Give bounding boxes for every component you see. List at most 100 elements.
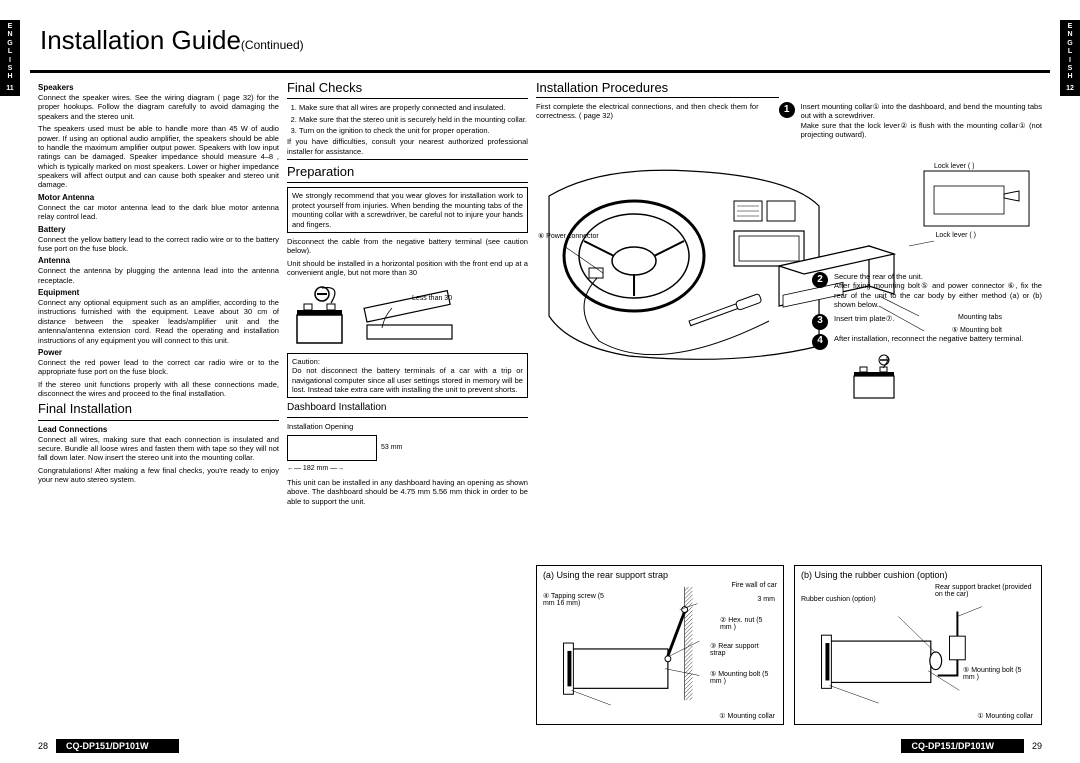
fc-item-3: Turn on the ignition to check the unit f… — [299, 126, 528, 135]
rear-strap-label: ③ Rear support strap — [710, 642, 775, 657]
prep-rule — [287, 182, 528, 183]
install-proc-heading: Installation Procedures — [536, 80, 1042, 95]
b-collar-label: ① Mounting collar — [977, 712, 1033, 720]
column-2: Final Checks Make sure that all wires ar… — [287, 80, 528, 743]
final-checks-heading: Final Checks — [287, 80, 528, 96]
fc-item-2: Make sure that the stereo unit is secure… — [299, 115, 528, 124]
step-1b-text: Make sure that the lock lever② is ﬂush w… — [801, 121, 1042, 139]
antenna-p: Connect the antenna by plugging the ante… — [38, 266, 279, 285]
fc-note: If you have difficulties, consult your n… — [287, 137, 528, 156]
title-text: Installation Guide — [40, 25, 241, 55]
a-bolt-label: ⑤ Mounting bolt (5 mm ) — [710, 670, 775, 685]
opening-width: ←— 182 mm —→ — [287, 465, 528, 474]
congrats-p: Congratulations! After making a few fina… — [38, 466, 279, 485]
dash-text: This unit can be installed in any dashbo… — [287, 478, 528, 506]
step-3-num: 3 — [812, 314, 828, 330]
step-1: 1 Insert mounting collar① into the dashb… — [779, 102, 1042, 140]
option-a-box: (a) Using the rear support strap — [536, 565, 784, 725]
caution-box: Caution: Do not disconnect the battery t… — [287, 353, 528, 399]
dash-rule — [287, 417, 528, 418]
opening-width-val: 182 mm — [303, 465, 328, 472]
option-b-heading: (b) Using the rubber cushion (option) — [801, 570, 1035, 580]
opening-label: Installation Opening — [287, 422, 528, 431]
right-pane: Installation Procedures First complete t… — [536, 80, 1042, 743]
side-tab-right: ENGLISH 12 — [1060, 20, 1080, 96]
battery-reconnect-icon — [842, 354, 912, 404]
svg-text:Lock lever ( ): Lock lever ( ) — [934, 163, 974, 170]
page-title: Installation Guide(Continued) — [40, 25, 1050, 56]
horiz-p: Unit should be installed in a horizontal… — [287, 259, 528, 278]
proc-intro-row: First complete the electrical connection… — [536, 102, 1042, 144]
option-row: (a) Using the rear support strap — [536, 565, 1042, 725]
ip-rule — [536, 97, 779, 98]
fc-rule — [287, 98, 528, 99]
prep-heading: Preparation — [287, 164, 528, 180]
column-1: Speakers Connect the speaker wires. See … — [38, 80, 279, 743]
side-num-right: 12 — [1060, 85, 1080, 93]
step-3-text: Insert trim plate⑦. — [834, 314, 895, 323]
dash-install-heading: Dashboard Installation — [287, 402, 528, 415]
option-b-box: (b) Using the rubber cushion (option) Re… — [794, 565, 1042, 725]
caution-text: Do not disconnect the battery terminals … — [292, 366, 523, 394]
hex-nut-label: ② Hex. nut (5 mm ) — [720, 616, 775, 631]
step-4-num: 4 — [812, 334, 828, 350]
battery-heading: Battery — [38, 225, 279, 235]
tap-screw-label: ④ Tapping screw (5 mm 16 mm) — [543, 592, 611, 607]
proc-intro: First complete the electrical connection… — [536, 102, 759, 121]
power-p2: If the stereo unit functions properly wi… — [38, 380, 279, 399]
battery-angle-illustration: Less than 30 — [287, 280, 467, 350]
a-3mm-label: 3 mm — [757, 596, 775, 603]
step-1-num: 1 — [779, 102, 795, 118]
step-1-text: Insert mounting collar① into the dashboa… — [801, 102, 1042, 120]
motor-heading: Motor Antenna — [38, 193, 279, 203]
title-rule — [30, 70, 1050, 73]
power-heading: Power — [38, 348, 279, 358]
lock-lever-label2: Lock lever ( ) — [936, 232, 976, 239]
power-p1: Connect the red power lead to the correc… — [38, 358, 279, 377]
step-4: 4 After installation, reconnect the nega… — [812, 334, 1042, 350]
footer-right: 29 CQ-DP151/DP101W — [901, 739, 1042, 753]
title-continued: (Continued) — [241, 38, 304, 52]
battery-p: Connect the yellow battery lead to the c… — [38, 235, 279, 254]
speakers-heading: Speakers — [38, 83, 279, 93]
final-install-rule — [38, 420, 279, 421]
step-2b-text: After ﬁxing mounting bolt⑤ and power con… — [834, 281, 1042, 309]
less-30-label: Less than 30 — [412, 295, 452, 302]
fc-rule2 — [287, 159, 528, 160]
disconnect-p: Disconnect the cable from the negative b… — [287, 237, 528, 256]
equip-heading: Equipment — [38, 288, 279, 298]
model-bar-right: CQ-DP151/DP101W — [901, 739, 1024, 753]
fire-wall-label: Fire wall of car — [731, 582, 777, 589]
lang-label-left: ENGLISH — [7, 23, 12, 80]
prep-warning-box: We strongly recommend that you wear glov… — [287, 187, 528, 233]
page-num-right: 29 — [1032, 741, 1042, 751]
side-num-left: 11 — [0, 85, 20, 93]
caution-heading: Caution: — [292, 357, 523, 366]
option-a-heading: (a) Using the rear support strap — [543, 570, 777, 580]
lead-p: Connect all wires, making sure that each… — [38, 435, 279, 463]
step-2: 2 Secure the rear of the unit. After ﬁxi… — [812, 272, 1042, 310]
a-collar-label: ① Mounting collar — [719, 712, 775, 720]
antenna-heading: Antenna — [38, 256, 279, 266]
opening-height: 53 mm — [381, 444, 402, 453]
step-2-text: Secure the rear of the unit. — [834, 272, 923, 281]
steps-2-4: 2 Secure the rear of the unit. After ﬁxi… — [812, 272, 1042, 406]
lead-heading: Lead Connections — [38, 425, 279, 435]
b-bolt-label: ⑤ Mounting bolt (5 mm ) — [963, 666, 1033, 681]
motor-p: Connect the car motor antenna lead to th… — [38, 203, 279, 222]
power-conn-label: ⑥ Power connector — [538, 232, 599, 240]
lang-label-right: ENGLISH — [1067, 23, 1072, 80]
b-cushion-label: Rubber cushion (option) — [801, 596, 896, 603]
page-num-left: 28 — [38, 741, 48, 751]
equip-p: Connect any optional equipment such as a… — [38, 298, 279, 345]
opening-rect — [287, 435, 377, 461]
footer-left: 28 CQ-DP151/DP101W — [38, 739, 179, 753]
step-2-num: 2 — [812, 272, 828, 288]
speakers-p1: Connect the speaker wires. See the wirin… — [38, 93, 279, 121]
side-tab-left: ENGLISH 11 — [0, 20, 20, 96]
final-install-heading: Final Installation — [38, 401, 279, 417]
b-bracket-label: Rear support bracket (provided on the ca… — [935, 584, 1035, 598]
fc-item-1: Make sure that all wires are properly co… — [299, 103, 528, 112]
step-4-text: After installation, reconnect the negati… — [834, 334, 1023, 343]
content-area: Speakers Connect the speaker wires. See … — [38, 80, 1042, 743]
